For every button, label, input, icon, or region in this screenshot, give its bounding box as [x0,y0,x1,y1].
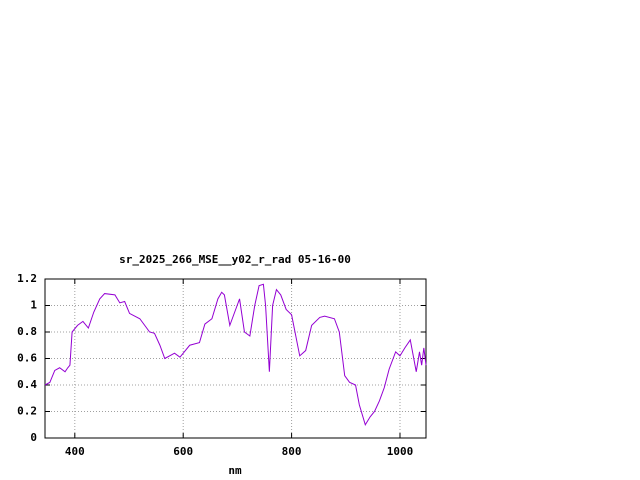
y-tick-label: 0.8 [17,325,37,338]
y-tick-label: 0.6 [17,352,37,365]
x-tick-label: 600 [173,445,193,458]
chart-title: sr_2025_266_MSE__y02_r_rad 05-16-00 [119,253,351,266]
x-tick-label: 800 [282,445,302,458]
x-axis-label: nm [228,464,242,477]
data-line [44,283,427,426]
plot-frame [44,278,427,439]
x-tick-label: 1000 [387,445,414,458]
y-tick-label: 1.2 [17,272,37,285]
y-tick-label: 1 [30,299,37,312]
y-tick-label: 0 [30,431,37,444]
y-tick-label: 0.2 [17,405,37,418]
x-tick-label: 400 [65,445,85,458]
y-tick-label: 0.4 [17,378,37,391]
